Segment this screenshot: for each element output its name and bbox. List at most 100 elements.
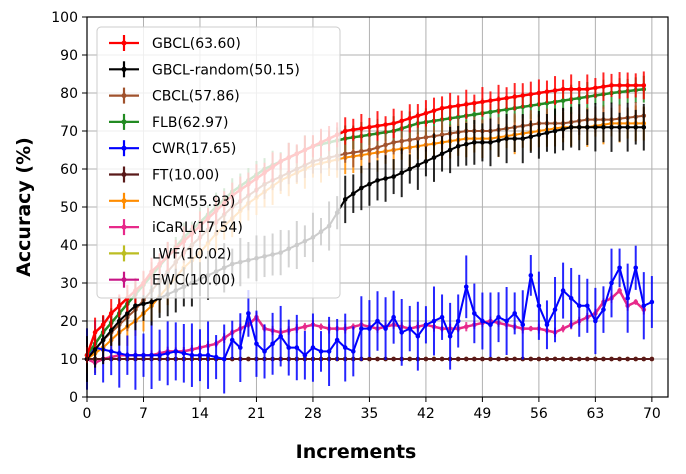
data-point [383,142,388,148]
data-point [350,349,356,354]
data-point [165,351,170,356]
data-point [342,197,348,202]
data-point [576,95,582,101]
data-point [625,356,630,362]
data-point [391,356,396,362]
data-point [302,324,308,330]
data-point [213,354,219,360]
data-point [488,98,493,103]
data-point [141,301,146,307]
data-point [496,314,501,320]
data-point [617,356,622,362]
y-tick-label: 30 [60,276,78,292]
data-point [472,356,477,362]
legend-swatch-marker [121,277,127,283]
legend-entry-ewc: EWC(10.00) [109,271,235,289]
data-point [633,356,639,362]
data-point [254,341,259,347]
data-point [100,322,106,328]
y-tick-label: 60 [60,162,78,178]
legend-swatch-marker [121,145,127,151]
data-point [504,356,509,362]
data-point [116,351,122,356]
y-tick-label: 40 [60,238,78,254]
data-point [423,356,429,362]
data-point [92,330,98,335]
x-tick-label: 0 [83,406,92,422]
data-point [544,100,550,106]
data-point [463,142,469,147]
data-point [415,333,421,339]
data-point [641,83,647,88]
data-point [367,181,372,187]
data-point [455,103,461,108]
data-point [407,326,413,331]
data-point [633,265,639,271]
data-point [641,124,647,130]
data-point [552,88,558,93]
data-point [504,318,509,324]
data-point [431,318,437,324]
data-point [528,326,534,331]
legend-label: GBCL(63.60) [152,36,241,52]
data-point [367,147,372,153]
data-point [342,128,348,134]
legend-entry-gbcl: GBCL(63.60) [109,35,241,52]
data-point [399,170,405,176]
data-point [625,295,630,301]
x-tick-label: 42 [417,406,435,422]
data-point [649,356,655,362]
data-point [472,112,477,117]
legend-label: GBCL-random(50.15) [152,62,300,78]
legend-entry-icarl: iCaRL(17.54) [109,219,243,236]
data-point [399,138,405,144]
data-point [496,97,501,102]
data-point [609,124,614,130]
y-axis-label: Accuracy (%) [13,137,35,277]
x-tick-label: 7 [139,406,148,422]
data-point [593,318,598,324]
data-point [350,191,356,196]
data-point [463,324,469,330]
data-point [125,311,130,316]
data-point [520,322,526,328]
data-point [149,352,154,358]
data-point [141,352,146,358]
data-point [528,273,534,278]
data-point [181,351,187,356]
y-tick-label: 20 [60,314,78,330]
data-point [536,303,542,309]
legend-swatch-marker [121,224,127,230]
data-point [463,102,469,107]
data-point [641,356,647,362]
data-point [585,303,590,309]
data-point [568,124,574,130]
legend-label: NCM(55.93) [152,194,235,210]
data-point [391,314,396,320]
data-point [439,151,445,157]
x-tick-label: 49 [473,406,491,422]
data-point [246,311,251,316]
data-point [512,136,517,141]
data-point [617,124,622,130]
data-point [423,110,429,116]
data-point [544,89,550,95]
data-point [528,134,534,139]
data-point [496,138,501,143]
data-point [568,356,574,362]
data-point [391,174,396,179]
data-point [221,356,227,362]
data-point [286,345,292,350]
data-point [593,356,598,362]
data-point [560,126,566,132]
data-point [625,83,630,88]
data-point [488,109,493,115]
data-point [609,280,614,286]
x-axis-label: Increments [296,441,417,463]
data-point [609,83,614,88]
legend-entry-gbcl-random: GBCL-random(50.15) [109,61,300,78]
data-point [116,318,122,324]
data-point [536,132,542,138]
data-point [488,322,493,328]
